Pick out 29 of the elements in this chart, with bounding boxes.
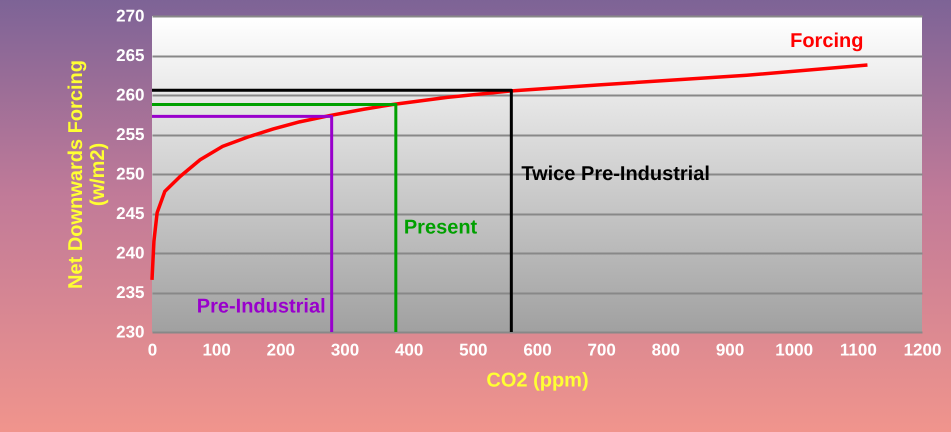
- x-tick-label: 400: [394, 340, 424, 360]
- x-tick-label: 0: [148, 340, 158, 360]
- line-series: [150, 63, 870, 282]
- x-axis-title: CO2 (ppm): [486, 370, 589, 392]
- x-tick-label: 300: [330, 340, 360, 360]
- y-tick-label: 240: [116, 244, 144, 262]
- y-tick-label: 245: [116, 204, 144, 223]
- series-label: Twice Pre-Industrial: [521, 163, 710, 185]
- series-label: Pre-Industrial: [196, 296, 326, 318]
- series-label: Present: [404, 216, 478, 239]
- x-tick-label: 1000: [775, 340, 814, 360]
- y-tick-label: 235: [116, 283, 144, 302]
- x-tick-label: 200: [266, 340, 296, 360]
- y-tick-label: 230: [116, 322, 144, 342]
- y-tick-label: 250: [116, 164, 144, 184]
- y-axis-title: Net Downwards Forcing (w/m2): [65, 60, 110, 289]
- x-tick-label: 800: [652, 340, 680, 360]
- y-tick-label: 260: [116, 86, 144, 104]
- x-tick-label: 500: [459, 340, 488, 360]
- x-tick-label: 900: [716, 340, 744, 360]
- y-tick-label: 255: [116, 125, 144, 144]
- x-tick-label: 700: [587, 340, 616, 360]
- x-tick-label: 1200: [904, 340, 942, 360]
- x-tick-label: 1100: [840, 340, 877, 360]
- y-tick-label: 270: [116, 6, 144, 26]
- x-tick-label: 600: [523, 340, 552, 360]
- series-label: Forcing: [790, 30, 864, 52]
- x-tick-label: 100: [202, 340, 231, 360]
- y-tick-label: 265: [116, 46, 144, 65]
